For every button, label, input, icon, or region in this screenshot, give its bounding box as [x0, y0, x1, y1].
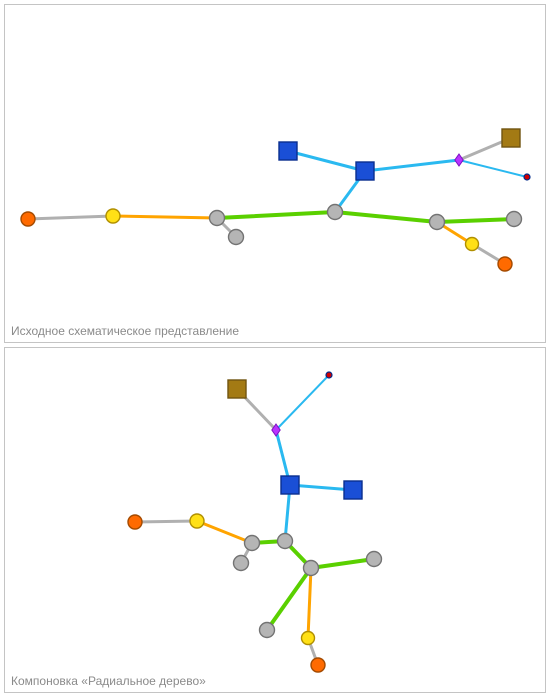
node-yellow_R: [302, 632, 315, 645]
node-gray_Abot: [234, 556, 249, 571]
node-brown: [228, 380, 246, 398]
node-gray_R: [507, 212, 522, 227]
edge-blue_R-blue_L: [288, 151, 365, 171]
edge-gray_C-gray_R: [311, 559, 374, 568]
edge-gray_B-gray_C: [335, 212, 437, 222]
node-gray_C: [430, 215, 445, 230]
node-tiny_dot: [326, 372, 332, 378]
node-yellow_L: [190, 514, 204, 528]
edge-purple-tiny_dot: [276, 375, 329, 430]
edge-yellow_L-orange_L: [135, 521, 197, 522]
graph-original: [5, 5, 547, 344]
caption-radial: Компоновка «Радиальное дерево»: [11, 674, 206, 688]
node-gray_bot: [260, 623, 275, 638]
node-orange_R: [311, 658, 325, 672]
node-gray_R: [367, 552, 382, 567]
node-blue_R: [356, 162, 374, 180]
node-center: [278, 534, 293, 549]
caption-original: Исходное схематическое представление: [11, 324, 239, 338]
graph-radial: [5, 348, 547, 694]
node-blue_L: [279, 142, 297, 160]
edge-blue_R-purple: [365, 160, 459, 171]
node-gray_A: [210, 211, 225, 226]
panel-original-schematic: Исходное схематическое представление: [4, 4, 546, 343]
node-yellow_R: [466, 238, 479, 251]
node-orange_L: [21, 212, 35, 226]
node-purple: [455, 154, 463, 166]
edge-gray_C-gray_R: [437, 219, 514, 222]
node-gray_Abot: [229, 230, 244, 245]
node-yellow_L: [106, 209, 120, 223]
node-tiny_dot: [524, 174, 530, 180]
edge-gray_A-yellow_L: [197, 521, 252, 543]
node-gray_A: [245, 536, 260, 551]
panel-radial-tree: Компоновка «Радиальное дерево»: [4, 347, 546, 693]
node-gray_B: [328, 205, 343, 220]
diagram-container: Исходное схематическое представление Ком…: [0, 4, 550, 693]
node-orange_R: [498, 257, 512, 271]
edge-gray_A-gray_B: [217, 212, 335, 218]
edge-yellow_L-gray_A: [113, 216, 217, 218]
node-orange_L: [128, 515, 142, 529]
node-blue_L: [344, 481, 362, 499]
edge-purple-tiny_dot: [459, 160, 527, 177]
edge-orange_L-yellow_L: [28, 216, 113, 219]
node-gray_C: [304, 561, 319, 576]
edge-gray_C-gray_bot: [267, 568, 311, 630]
node-brown: [502, 129, 520, 147]
edge-gray_C-yellow_R: [308, 568, 311, 638]
node-blue_R: [281, 476, 299, 494]
